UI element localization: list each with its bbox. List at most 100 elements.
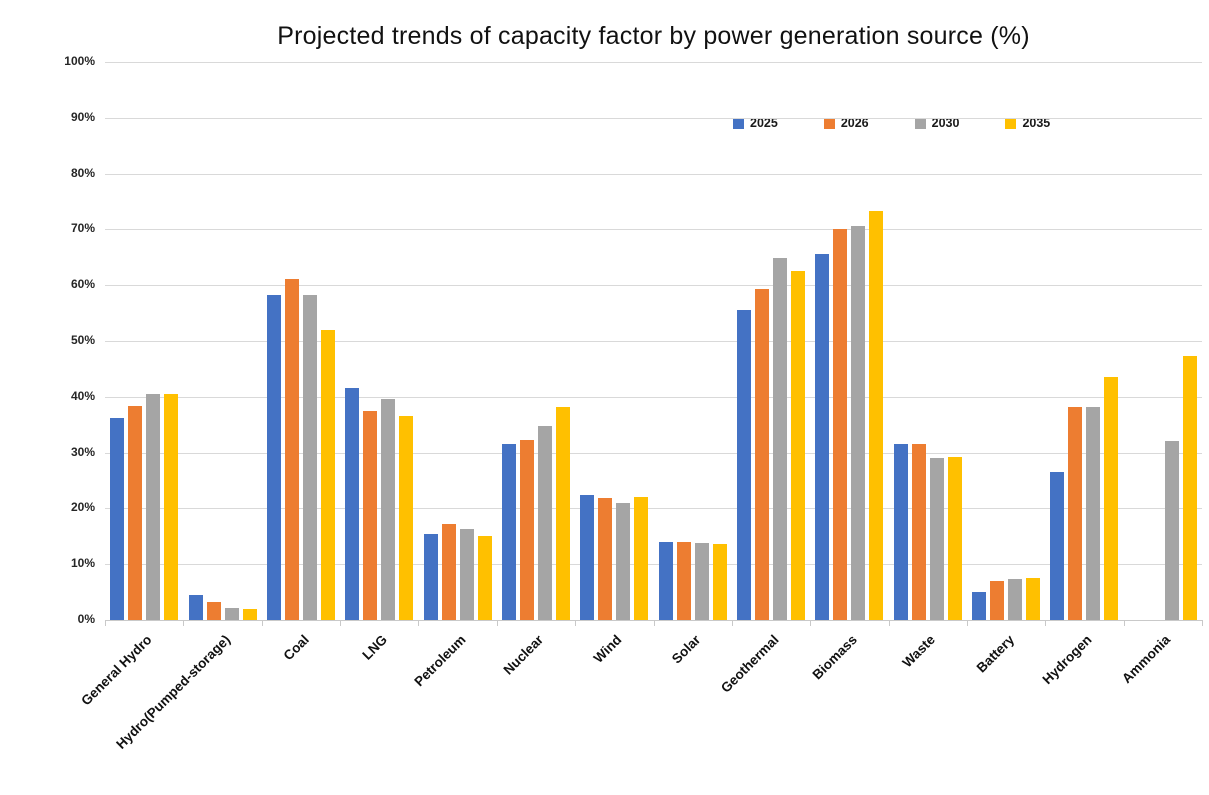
bar-group-geothermal — [732, 62, 810, 620]
category-label: Biomass — [809, 632, 861, 683]
bar-2026 — [284, 278, 299, 620]
y-tick-label: 80% — [70, 165, 95, 180]
bar-2026 — [363, 411, 378, 620]
x-axis-tick — [340, 620, 342, 626]
bar-2026 — [1068, 407, 1083, 620]
bar-2026 — [206, 602, 221, 620]
bar-group-wind — [575, 62, 653, 620]
gridline — [105, 117, 1202, 119]
category-label: Nuclear — [500, 632, 547, 678]
y-tick-label: 40% — [70, 388, 95, 403]
bar-2026 — [441, 523, 456, 620]
bar-2025 — [188, 595, 203, 620]
category-label: Waste — [899, 632, 939, 671]
bar-group-ammonia — [1124, 62, 1202, 620]
y-tick-label: 70% — [70, 221, 95, 236]
bar-2025 — [737, 310, 752, 620]
bar-group-general-hydro — [105, 62, 183, 620]
category-label: Ammonia — [1119, 632, 1174, 687]
bar-2030 — [224, 608, 239, 620]
legend-item-2035: 2035 — [1005, 116, 1050, 130]
bar-2025 — [893, 444, 908, 620]
bar-2026 — [990, 580, 1005, 620]
y-tick-label: 0% — [77, 612, 95, 626]
category-label: Coal — [280, 632, 312, 664]
bar-group-solar — [654, 62, 732, 620]
legend-swatch-icon — [823, 117, 835, 129]
gridline — [105, 564, 1202, 566]
bar-2026 — [833, 229, 848, 620]
bar-group-hydrogen — [1045, 62, 1123, 620]
bar-2030 — [459, 528, 474, 620]
gridline — [105, 452, 1202, 454]
bar-group-petroleum — [418, 62, 496, 620]
bar-group-coal — [262, 62, 340, 620]
x-axis-tick — [105, 620, 106, 626]
gridline — [105, 62, 1202, 63]
x-axis-tick — [653, 620, 655, 626]
bar-group-biomass — [810, 62, 888, 620]
category-label: General Hydro — [78, 632, 155, 709]
legend-swatch-icon — [914, 117, 926, 129]
bar-2026 — [128, 406, 143, 620]
x-axis-tick — [418, 620, 420, 626]
x-axis-tick — [966, 620, 968, 626]
bar-2025 — [658, 542, 673, 620]
category-label: Battery — [973, 632, 1017, 676]
category-label: Wind — [591, 632, 625, 666]
y-tick-label: 90% — [70, 109, 95, 124]
bar-group-hydro-pumped-storage- — [183, 62, 261, 620]
y-tick-label: 100% — [64, 54, 95, 68]
gridline — [105, 229, 1202, 231]
category-label: Geothermal — [717, 632, 782, 696]
bar-2030 — [929, 458, 944, 620]
legend-label: 2026 — [840, 116, 869, 130]
bar-2035 — [791, 270, 806, 620]
category-label: Hydrogen — [1039, 632, 1096, 688]
category-label: LNG — [359, 632, 390, 663]
bar-2030 — [1008, 579, 1023, 620]
bar-2025 — [266, 295, 281, 620]
bar-2030 — [616, 502, 631, 620]
y-tick-label: 10% — [70, 556, 95, 571]
y-tick-label: 60% — [70, 277, 95, 292]
bar-2026 — [755, 288, 770, 620]
bar-2025 — [345, 388, 360, 620]
legend-item-2030: 2030 — [914, 116, 960, 130]
bar-2030 — [1164, 441, 1179, 620]
bar-2030 — [537, 426, 552, 620]
bar-2035 — [320, 329, 335, 620]
gridline — [105, 173, 1202, 175]
x-axis-tick — [183, 620, 185, 626]
bar-2035 — [477, 535, 492, 620]
bar-2035 — [555, 406, 570, 620]
legend-label: 2025 — [750, 116, 778, 130]
bar-2035 — [947, 456, 962, 620]
x-axis-labels: General Hydro Hydro(Pumped-storage) Coal LN… — [78, 620, 1202, 790]
bar-2025 — [580, 495, 595, 620]
bar-2035 — [869, 211, 884, 620]
legend-label: 2030 — [931, 116, 960, 130]
legend-swatch-icon — [733, 117, 744, 129]
bar-group-waste — [889, 62, 967, 620]
bar-2030 — [381, 398, 396, 620]
x-axis-tick — [575, 620, 577, 626]
bar-2030 — [146, 393, 161, 620]
gridline — [105, 285, 1202, 287]
legend-item-2025: 2025 — [733, 116, 778, 130]
bar-2026 — [598, 498, 613, 620]
chart-title: Projected trends of capacity factor by p… — [277, 22, 1030, 50]
bar-2030 — [851, 225, 866, 620]
bar-2025 — [815, 254, 830, 620]
bar-2035 — [1182, 355, 1197, 620]
bar-2035 — [242, 608, 257, 620]
bar-2025 — [972, 592, 987, 620]
y-tick-label: 50% — [70, 333, 95, 347]
x-axis-tick — [1202, 620, 1203, 626]
gridline — [105, 396, 1202, 398]
x-axis-tick — [731, 620, 733, 626]
bar-2035 — [634, 496, 649, 620]
bar-2025 — [1050, 472, 1065, 620]
x-axis-tick — [496, 620, 498, 626]
